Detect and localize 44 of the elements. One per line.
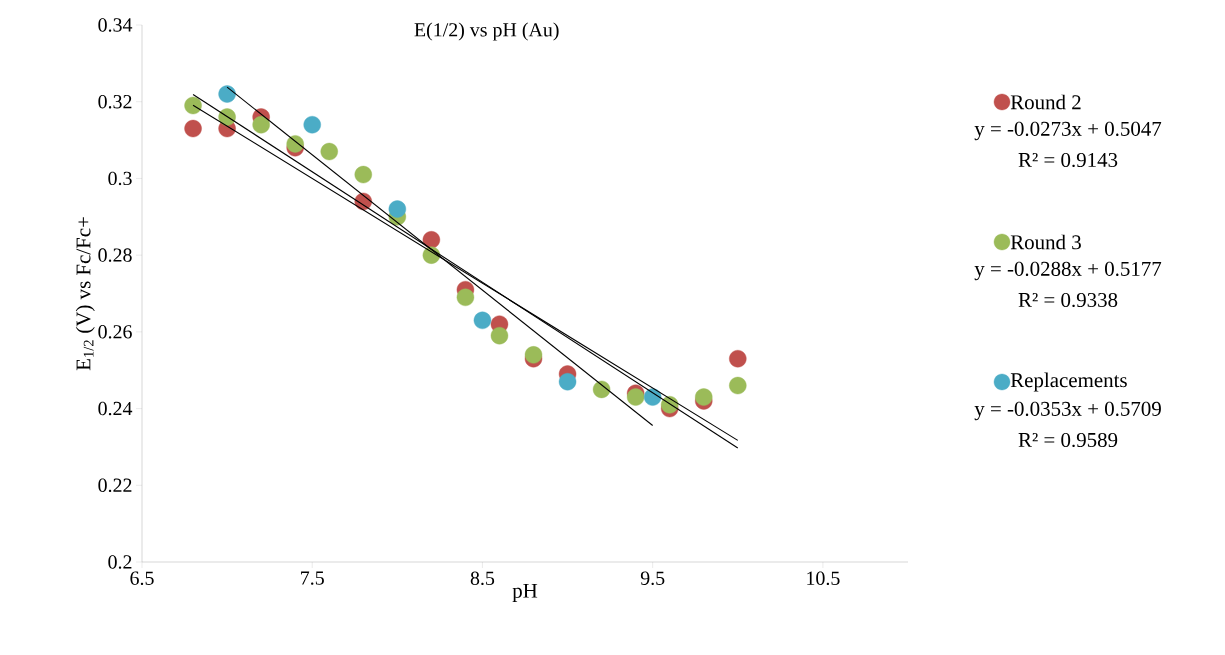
point [695, 388, 713, 406]
y-tick-label: 0.34 [98, 18, 133, 32]
point [252, 116, 270, 134]
point [184, 119, 202, 138]
y-axis-title: E$_{1/2}$ (V) vs Fc/Fc+ [75, 217, 95, 371]
text: y = -0.0353x + 0.5709 [974, 401, 1161, 421]
point [729, 376, 747, 395]
point [592, 380, 611, 399]
point [218, 85, 236, 103]
text: y = -0.0288x + 0.5177 [974, 261, 1162, 281]
text: R² = 0.9143 [1018, 152, 1118, 168]
point [524, 346, 543, 364]
legend-label: Replacements [1010, 372, 1127, 392]
x-tick-label: 7.5 [301, 571, 324, 585]
x-tick-label: 6.5 [130, 571, 154, 585]
point [354, 165, 372, 184]
y-tick-label: 0.26 [98, 325, 132, 339]
legend-label: Round 2 [1010, 94, 1081, 110]
point [320, 142, 338, 161]
x-tick-label: 10.5 [807, 571, 840, 586]
text: y = -0.0273x + 0.5047 [974, 121, 1162, 141]
text: R² = 0.9338 [1018, 292, 1118, 308]
y-tick-label: 0.22 [98, 478, 132, 493]
point [184, 96, 202, 115]
y-tick-label: 0.24 [98, 401, 133, 416]
point [422, 231, 441, 249]
point [473, 311, 492, 330]
point [626, 388, 645, 406]
y-tick-label: 0.2 [108, 555, 132, 569]
point [490, 326, 509, 345]
point [303, 116, 321, 134]
point [558, 373, 577, 391]
legend-label: Round 3 [1010, 234, 1081, 250]
x-axis-title: pH [512, 583, 538, 603]
x-tick-label: 8.5 [470, 571, 495, 586]
y-tick-label: 0.32 [98, 94, 132, 109]
x-tick-label: 9.5 [640, 571, 665, 585]
y-tick-label: 0.3 [108, 171, 132, 186]
point [729, 350, 747, 368]
chart-title: E(1/2) vs pH (Au) [414, 22, 559, 41]
point [388, 200, 407, 218]
point [456, 288, 475, 307]
y-tick-label: 0.28 [98, 248, 132, 262]
text: R² = 0.9589 [1018, 432, 1118, 448]
